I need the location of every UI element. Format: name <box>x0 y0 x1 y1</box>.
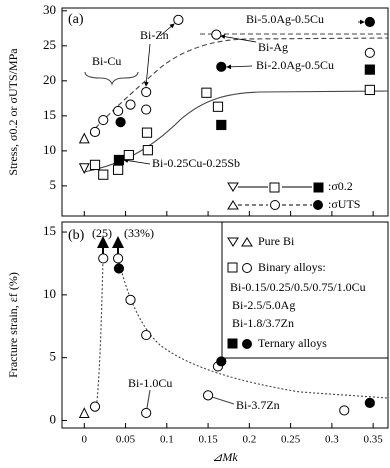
y-axis-label: Stress, σ0.2 or σUTS/MPa <box>6 48 20 176</box>
x-tick-label: 0.2 <box>242 434 256 446</box>
point <box>98 114 109 126</box>
point <box>364 47 375 58</box>
point <box>211 29 222 40</box>
annotation: Bi-0.25Cu-0.25Sb <box>152 156 240 170</box>
point <box>89 126 101 138</box>
x-tick-label: 0 <box>82 434 88 446</box>
panel-label: (b) <box>68 228 85 243</box>
point <box>201 87 212 98</box>
point <box>89 401 101 412</box>
point <box>142 145 153 156</box>
point <box>216 119 227 131</box>
annotation: Bi-3.7Zn <box>236 398 280 412</box>
y-tick-label: 0 <box>50 411 57 426</box>
point <box>141 127 153 138</box>
annotation: Bi-Ag <box>258 40 288 54</box>
legend-label: Binary alloys: <box>258 260 326 274</box>
legend-label: Bi-0.15/0.25/0.5/0.75/1.0Cu <box>230 280 366 294</box>
arrow <box>220 34 257 43</box>
y-tick-label: 30 <box>43 2 56 17</box>
x-axis-label: ⊿Mk <box>212 450 238 464</box>
x-tick-label: 0.1 <box>160 434 174 446</box>
point <box>141 407 152 419</box>
x-tick-label: 0.15 <box>198 434 218 446</box>
point <box>98 169 109 180</box>
point <box>113 105 124 117</box>
legend-label: Bi-1.8/3.7Zn <box>232 316 294 330</box>
point <box>173 14 184 26</box>
point <box>123 149 134 161</box>
y-tick-label: 10 <box>43 142 56 157</box>
legend-b <box>227 237 253 349</box>
point <box>364 64 375 75</box>
y-tick-label: 25 <box>43 37 56 52</box>
fit-b2 <box>117 257 389 399</box>
panel-b-frame <box>61 221 389 429</box>
point <box>364 397 375 408</box>
point <box>141 86 152 98</box>
point <box>113 253 124 264</box>
leader <box>211 396 235 405</box>
annotation: Bi-1.0Cu <box>128 376 172 390</box>
point <box>364 16 375 28</box>
point <box>125 294 136 305</box>
annotation: Bi-Cu <box>92 54 121 68</box>
point <box>78 163 90 175</box>
point <box>78 132 90 144</box>
point <box>78 407 90 419</box>
point <box>216 61 227 72</box>
y-axis-label: Fracture strain, εf (%) <box>6 272 20 378</box>
point <box>141 104 152 115</box>
point <box>113 154 125 166</box>
x-tick-label: 0.25 <box>281 434 301 446</box>
legend-label: Pure Bi <box>258 234 295 248</box>
y-tick-label: 15 <box>43 107 56 122</box>
point <box>113 263 125 274</box>
panel-a-frame <box>61 7 389 217</box>
legend-label: Ternary alloys <box>258 336 327 350</box>
y-tick-label: 5 <box>50 349 57 364</box>
point <box>339 405 350 416</box>
brace <box>84 71 139 86</box>
legend-label: :σUTS <box>328 197 360 211</box>
panel-label: (a) <box>68 12 84 27</box>
legend-b-frame <box>221 221 389 359</box>
annotation: Bi-Zn <box>140 28 169 42</box>
point <box>98 253 109 264</box>
legend-label: Bi-2.5/5.0Ag <box>232 298 295 312</box>
leader <box>146 389 151 409</box>
annotation: (33%) <box>124 226 154 240</box>
point <box>364 84 375 96</box>
point <box>115 117 126 128</box>
arrow <box>123 158 151 165</box>
point <box>202 390 214 401</box>
point <box>113 164 124 175</box>
y-tick-label: 15 <box>43 223 56 238</box>
point <box>125 99 136 110</box>
arrow <box>226 64 253 70</box>
annotation: Bi-2.0Ag-0.5Cu <box>256 58 334 72</box>
point <box>216 356 227 367</box>
fit-b1 <box>95 257 104 411</box>
y-tick-label: 20 <box>43 72 56 87</box>
y-tick-label: 5 <box>50 177 57 192</box>
legend-label: :σ0.2 <box>328 179 353 193</box>
arrow <box>143 43 151 87</box>
fit-uts <box>89 37 389 135</box>
annotation: Bi-5.0Ag-0.5Cu <box>246 12 324 26</box>
annotation: (25) <box>92 226 112 240</box>
legend-a <box>227 182 324 210</box>
arrow <box>159 23 175 37</box>
x-tick-label: 0.3 <box>325 434 339 446</box>
point <box>141 329 152 341</box>
y-tick-label: 10 <box>43 286 56 301</box>
x-tick-label: 0.05 <box>116 434 136 446</box>
point <box>89 159 101 170</box>
x-tick-label: 0.35 <box>364 434 384 446</box>
point <box>212 101 224 112</box>
